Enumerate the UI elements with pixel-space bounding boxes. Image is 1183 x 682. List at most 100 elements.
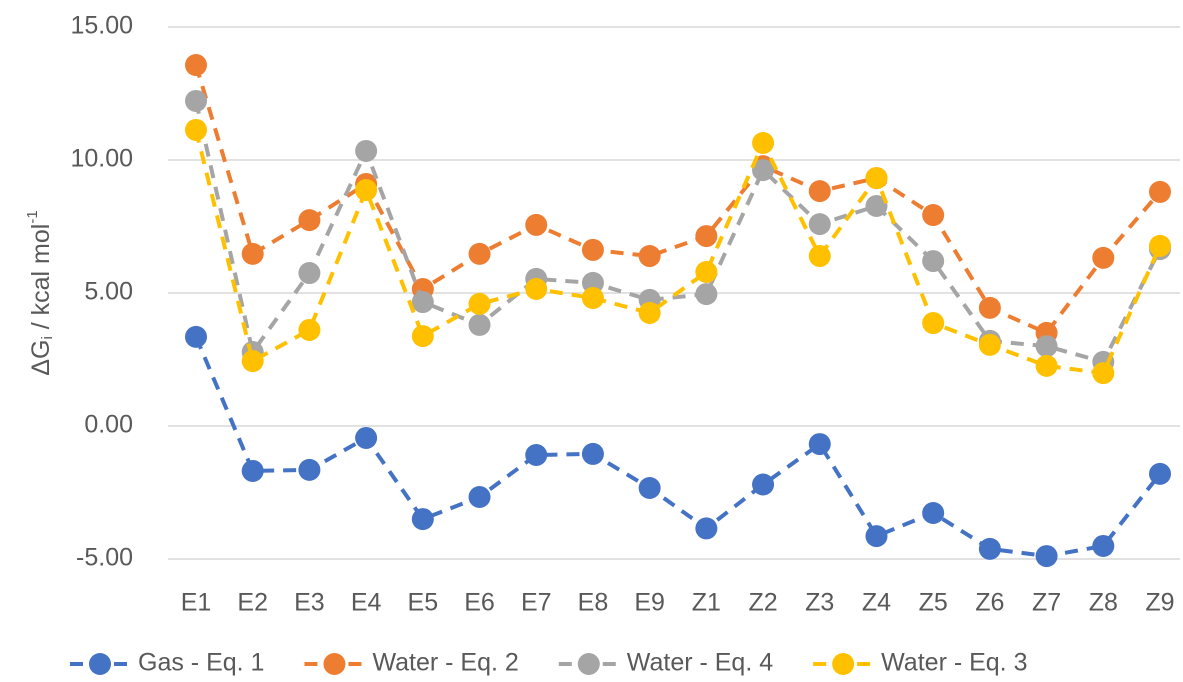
data-point [922, 204, 945, 227]
data-point [241, 459, 264, 482]
x-tick-label: E4 [351, 589, 382, 617]
x-tick-label: Z4 [862, 589, 891, 617]
x-tick-label: Z3 [805, 589, 834, 617]
data-point [695, 260, 718, 283]
data-point [808, 433, 831, 456]
x-tick-label: E3 [294, 589, 325, 617]
data-point [1149, 180, 1171, 203]
data-point [638, 301, 661, 324]
data-point [1092, 362, 1115, 385]
data-point [525, 443, 548, 466]
data-point [865, 525, 888, 548]
y-tick-label: 10.00 [70, 145, 133, 173]
x-tick-label: E6 [464, 589, 495, 617]
y-label-sup: -1 [24, 210, 41, 223]
data-point [468, 242, 491, 265]
y-tick-label: 5.00 [84, 278, 133, 306]
data-point [808, 213, 831, 236]
data-point [978, 333, 1001, 356]
y-label-unit: / kcal mol [27, 224, 55, 337]
data-point [695, 517, 718, 540]
data-point [922, 501, 945, 524]
data-point [808, 180, 831, 203]
data-point [1035, 354, 1058, 377]
data-point [922, 250, 945, 273]
data-point [695, 283, 718, 306]
data-point [808, 245, 831, 268]
data-point [1092, 534, 1115, 557]
x-tick-label: Z5 [919, 589, 948, 617]
data-point [581, 442, 604, 465]
data-point [1092, 246, 1115, 269]
data-point [525, 213, 548, 236]
data-point [978, 537, 1001, 560]
y-tick-label: 0.00 [84, 411, 133, 439]
y-tick-label: 15.00 [70, 12, 133, 40]
data-point [638, 245, 661, 268]
data-point [525, 278, 548, 301]
data-point [411, 291, 434, 314]
data-point [581, 287, 604, 310]
x-tick-label: Z7 [1032, 589, 1061, 617]
data-point [411, 508, 434, 531]
y-tick-label: -5.00 [76, 544, 133, 572]
data-point [241, 242, 264, 265]
data-point [865, 195, 888, 218]
data-point [695, 225, 718, 248]
x-tick-label: E2 [237, 589, 268, 617]
x-tick-label: E1 [181, 589, 212, 617]
data-point [922, 312, 945, 335]
data-point [468, 313, 491, 336]
data-point [752, 131, 775, 154]
data-point [185, 118, 207, 141]
legend-label: Water - Eq. 2 [372, 649, 518, 677]
data-point [865, 167, 888, 190]
data-point [978, 296, 1001, 319]
legend-marker [323, 653, 346, 675]
x-tick-label: Z8 [1089, 589, 1118, 617]
data-point [1149, 234, 1171, 257]
x-tick-label: E5 [408, 589, 439, 617]
x-tick-label: Z6 [975, 589, 1004, 617]
x-tick-label: E7 [521, 589, 552, 617]
y-label-sub: i [39, 336, 56, 339]
legend-marker [89, 653, 111, 675]
series-line [194, 129, 1162, 376]
legend-label: Gas - Eq. 1 [138, 649, 264, 677]
data-point [1149, 462, 1171, 485]
data-point [752, 473, 775, 496]
data-point [638, 476, 661, 499]
data-point [241, 350, 264, 373]
series-line [194, 336, 1162, 559]
data-point [581, 271, 604, 294]
data-point [355, 179, 378, 202]
data-point [298, 458, 321, 481]
data-point [581, 238, 604, 261]
data-point [1035, 545, 1058, 568]
x-tick-label: Z9 [1145, 589, 1174, 617]
legend-marker [832, 653, 855, 675]
data-point [1035, 335, 1058, 358]
data-point [185, 325, 207, 348]
data-point [185, 54, 207, 77]
data-point [298, 209, 321, 232]
data-point [185, 89, 207, 112]
x-tick-label: Z2 [748, 589, 777, 617]
data-point [298, 318, 321, 341]
y-label-main: ΔG [27, 340, 55, 376]
legend-label: Water - Eq. 4 [627, 649, 773, 677]
series-line [194, 100, 1162, 365]
y-axis-label: ΔGi / kcal mol-1 [24, 210, 56, 375]
data-point [298, 262, 321, 285]
data-point [468, 292, 491, 315]
data-point [355, 139, 378, 162]
x-tick-label: E9 [634, 589, 665, 617]
data-point [468, 486, 491, 509]
x-tick-label: E8 [578, 589, 609, 617]
data-point [355, 426, 378, 449]
data-point [752, 159, 775, 182]
x-tick-label: Z1 [692, 589, 721, 617]
legend-label: Water - Eq. 3 [881, 649, 1027, 677]
legend-marker [577, 653, 600, 675]
